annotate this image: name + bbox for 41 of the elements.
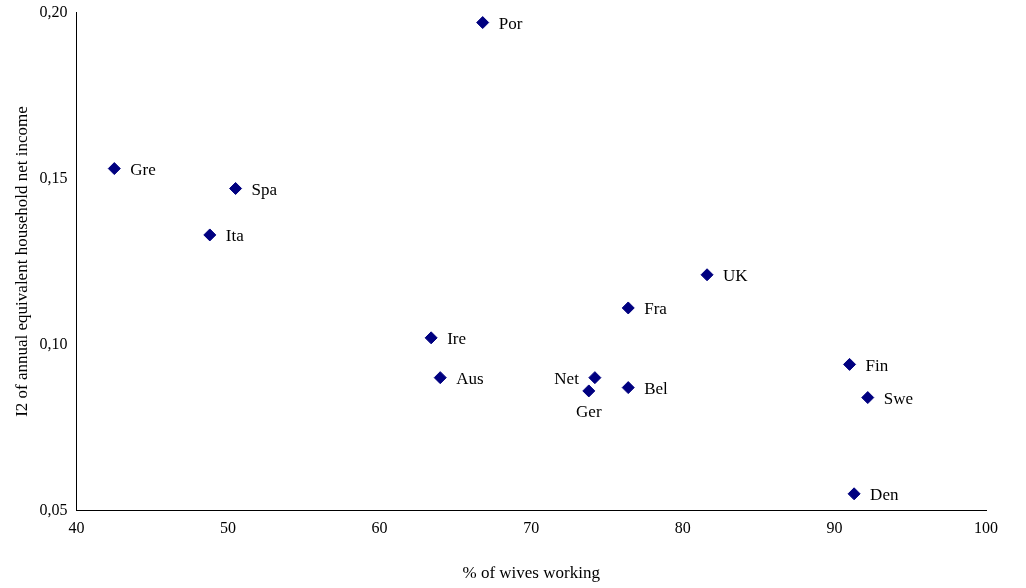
x-tick-label: 80	[674, 519, 691, 537]
annotation: Net	[554, 369, 580, 389]
annotation: Gre	[130, 160, 156, 180]
x-tick-label: 70	[523, 519, 540, 537]
x-tick-label: 90	[826, 519, 843, 537]
annotation: Fra	[644, 299, 668, 319]
annotation: Por	[498, 14, 523, 34]
y-axis-title: I2 of annual equivalent household net income	[11, 106, 31, 417]
point	[588, 371, 602, 385]
annotation: Ger	[576, 402, 602, 422]
point	[476, 16, 490, 30]
point	[203, 228, 217, 242]
y-tick-label: 0,20	[39, 2, 68, 20]
annotation: UK	[723, 266, 749, 286]
point	[861, 391, 875, 405]
x-tick-label: 100	[974, 519, 998, 537]
x-tick-label: 50	[220, 519, 236, 537]
y-tick-label: 0,05	[39, 500, 68, 518]
x-tick-label: 40	[68, 519, 85, 537]
y-tick-label: 0,15	[39, 168, 68, 186]
annotation: Ire	[447, 329, 467, 349]
point	[424, 331, 438, 345]
annotation: Den	[870, 485, 899, 505]
point	[843, 357, 857, 371]
annotation: Bel	[644, 379, 669, 399]
annotation: Fin	[865, 355, 889, 375]
point	[847, 487, 861, 501]
annotation: Aus	[456, 369, 484, 389]
point	[433, 371, 447, 385]
annotation: Swe	[883, 389, 914, 409]
point	[621, 381, 635, 395]
point	[229, 181, 243, 195]
point	[700, 268, 714, 282]
annotation: Ita	[225, 226, 245, 246]
y-tick-label: 0,10	[39, 334, 68, 352]
point	[582, 384, 596, 398]
annotation: Spa	[251, 179, 278, 199]
point	[107, 162, 121, 176]
x-axis-title: % of wives working	[462, 563, 601, 583]
point	[621, 301, 635, 315]
x-tick-label: 60	[371, 519, 388, 537]
